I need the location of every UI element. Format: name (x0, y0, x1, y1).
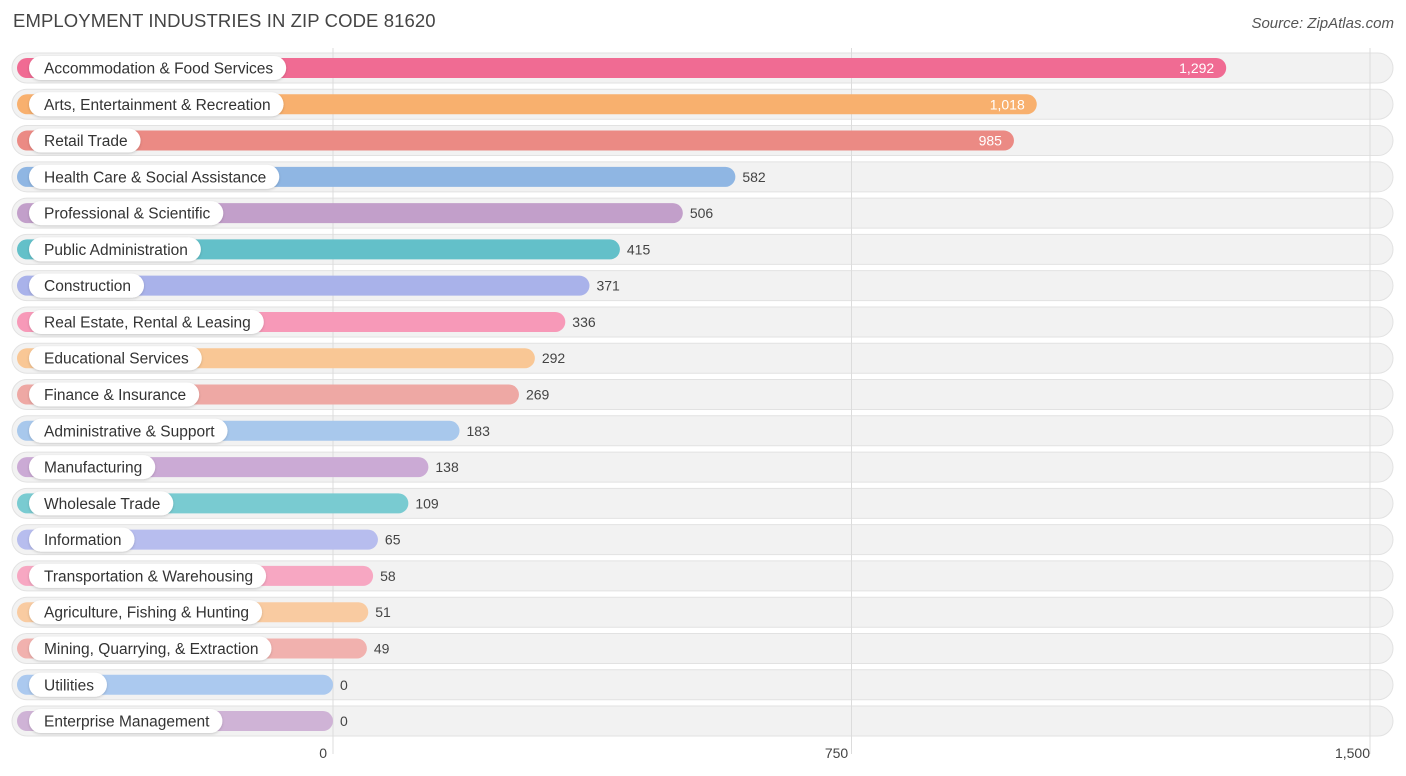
bar-row: Manufacturing 138 (17, 455, 459, 480)
bar-track (11, 669, 1394, 701)
category-label: Finance & Insurance (44, 387, 186, 404)
x-tick-label: 1,500 (1335, 745, 1370, 761)
value-label: 109 (415, 495, 439, 511)
category-label-pill (29, 92, 284, 117)
bar-row: Transportation & Warehousing 58 (17, 563, 396, 588)
category-label-pill (29, 273, 145, 298)
value-label: 0 (340, 713, 348, 729)
category-label-pill (29, 527, 135, 552)
category-label-pill (29, 600, 263, 625)
category-label: Transportation & Warehousing (44, 568, 253, 585)
value-label: 58 (380, 568, 396, 584)
category-label: Educational Services (44, 351, 189, 368)
bar-row: Construction 371 (17, 273, 620, 298)
category-label-pill (29, 164, 280, 189)
category-label: Accommodation & Food Services (44, 61, 273, 78)
value-label: 1,018 (990, 96, 1025, 112)
category-label: Retail Trade (44, 133, 128, 150)
bar-row: Educational Services 292 (17, 346, 566, 371)
value-label: 138 (435, 459, 459, 475)
value-label: 1,292 (1179, 60, 1214, 76)
axis-ticks: 0 750 1,500 (319, 745, 1370, 761)
category-label: Enterprise Management (44, 714, 210, 731)
value-label: 292 (542, 350, 566, 366)
bar-row: Real Estate, Rental & Leasing 336 (17, 309, 596, 334)
category-label: Utilities (44, 677, 94, 694)
category-label: Manufacturing (44, 460, 142, 477)
value-label: 51 (375, 604, 391, 620)
category-label: Administrative & Support (44, 423, 215, 440)
value-label: 183 (467, 423, 491, 439)
category-label-pill (29, 201, 224, 226)
category-label-pill (29, 56, 287, 80)
bar-row: Mining, Quarrying, & Extraction 49 (17, 636, 390, 661)
category-label-pill (29, 309, 264, 334)
bar-row: Administrative & Support 183 (17, 418, 491, 443)
bar-track (11, 705, 1394, 737)
category-label-pill (29, 491, 174, 516)
category-label: Construction (44, 278, 131, 295)
bar (17, 130, 1014, 151)
category-label: Professional & Scientific (44, 206, 211, 223)
bar-row: Arts, Entertainment & Recreation 1,018 (17, 92, 1037, 117)
category-label: Arts, Entertainment & Recreation (44, 97, 271, 114)
bar-row: Information 65 (17, 527, 401, 552)
value-label: 415 (627, 241, 651, 257)
x-tick-label: 750 (825, 745, 849, 761)
category-label-pill (29, 128, 141, 153)
bar-row: Utilities 0 (17, 672, 348, 697)
category-label: Real Estate, Rental & Leasing (44, 314, 251, 331)
chart-source: Source: ZipAtlas.com (1251, 15, 1394, 32)
category-label-pill (29, 709, 223, 734)
category-label: Mining, Quarrying, & Extraction (44, 641, 259, 658)
category-label: Agriculture, Fishing & Hunting (44, 605, 249, 622)
category-label-pill (29, 418, 228, 443)
bar (17, 275, 590, 296)
value-label: 582 (742, 169, 766, 185)
value-label: 506 (690, 205, 714, 221)
value-label: 336 (572, 314, 596, 330)
value-label: 0 (340, 677, 348, 693)
bar-row: Agriculture, Fishing & Hunting 51 (17, 600, 391, 625)
category-label-pill (29, 346, 202, 371)
value-label: 65 (385, 532, 401, 548)
bar-row: Enterprise Management 0 (17, 709, 348, 734)
value-label: 985 (979, 133, 1003, 149)
value-label: 371 (596, 278, 620, 294)
bar (17, 58, 1227, 78)
value-label: 269 (526, 387, 550, 403)
bar-row: Health Care & Social Assistance 582 (17, 164, 766, 189)
category-label-pill (29, 672, 107, 697)
bars: Accommodation & Food Services 1,292 Arts, … (17, 56, 1227, 734)
bar-row: Professional & Scientific 506 (17, 201, 714, 226)
bar-row: Accommodation & Food Services 1,292 (17, 56, 1227, 80)
category-label: Information (44, 532, 122, 549)
category-label-pill (29, 636, 272, 661)
category-label-pill (29, 563, 267, 588)
category-label-pill (29, 382, 200, 407)
category-label: Health Care & Social Assistance (44, 169, 266, 186)
chart-title: EMPLOYMENT INDUSTRIES IN ZIP CODE 81620 (13, 10, 436, 31)
category-label-pill (29, 237, 201, 262)
bar-row: Finance & Insurance 269 (17, 382, 550, 407)
bar-row: Wholesale Trade 109 (17, 491, 439, 516)
value-label: 49 (374, 640, 390, 656)
bar-row: Public Administration 415 (17, 237, 651, 262)
category-label: Wholesale Trade (44, 496, 160, 513)
category-label-pill (29, 455, 156, 480)
x-tick-label: 0 (319, 745, 327, 761)
bar-row: Retail Trade 985 (17, 128, 1014, 153)
category-label: Public Administration (44, 242, 188, 259)
